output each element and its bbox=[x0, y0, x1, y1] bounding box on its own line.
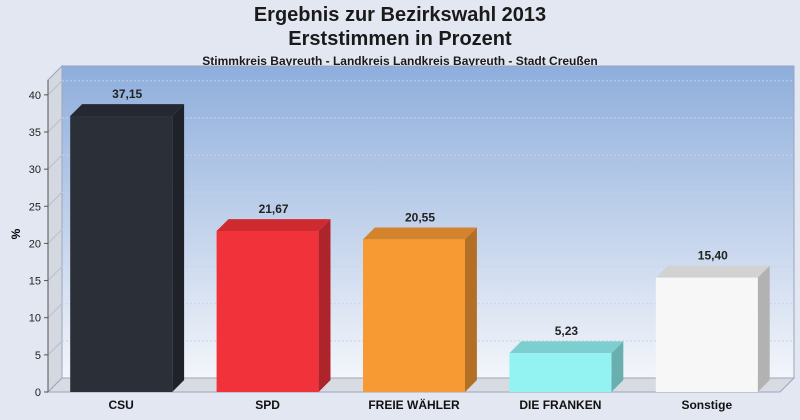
gridline-side bbox=[47, 191, 63, 207]
chart-subtitle: Stimmkreis Bayreuth - Landkreis Landkrei… bbox=[202, 54, 598, 68]
gridline-side bbox=[47, 266, 63, 281]
gridline-side bbox=[47, 117, 63, 133]
x-tick-label: SPD bbox=[255, 398, 280, 412]
x-tick-label: FREIE WÄHLER bbox=[368, 397, 460, 412]
y-tick-label: 5 bbox=[35, 350, 41, 362]
gridline-side bbox=[47, 303, 63, 319]
y-tick-label: 15 bbox=[29, 276, 41, 288]
bar-side bbox=[465, 227, 477, 392]
data-label: 21,67 bbox=[259, 202, 289, 216]
y-axis-label: % bbox=[9, 228, 23, 239]
y-tick-label: 35 bbox=[29, 127, 41, 139]
axes: 0 5 10 15 20 25 30 35 40 bbox=[29, 80, 49, 399]
y-tick-label: 25 bbox=[29, 201, 41, 213]
bar-front bbox=[655, 277, 758, 392]
y-tick-label: 30 bbox=[29, 164, 41, 176]
bar-side bbox=[172, 104, 185, 392]
y-tick-label: 40 bbox=[29, 90, 41, 102]
bar-side bbox=[611, 341, 624, 392]
bar-top bbox=[509, 341, 624, 354]
bar-side bbox=[757, 265, 770, 392]
gridline-side bbox=[47, 229, 63, 244]
y-tick-label: 20 bbox=[29, 238, 41, 250]
gridline-side bbox=[47, 340, 63, 356]
data-label: 15,40 bbox=[698, 249, 728, 263]
chart-title: Ergebnis zur Bezirkswahl 2013 bbox=[253, 4, 547, 26]
bar bbox=[509, 341, 624, 392]
bar-front bbox=[70, 116, 173, 393]
x-tick-label: Sonstige bbox=[681, 398, 732, 412]
bar-side bbox=[318, 219, 331, 392]
data-label: 37,15 bbox=[112, 87, 142, 101]
chart-subtitle-line: Erststimmen in Prozent bbox=[288, 28, 512, 50]
data-label: 20,55 bbox=[405, 210, 435, 224]
bar bbox=[363, 227, 477, 392]
x-tick-label: CSU bbox=[109, 398, 134, 412]
y-tick-label: 10 bbox=[29, 313, 41, 325]
bar-top bbox=[216, 219, 331, 232]
y-tick-label: 0 bbox=[35, 387, 41, 399]
x-tick-label: DIE FRANKEN bbox=[519, 398, 601, 412]
bar-top bbox=[655, 265, 770, 278]
bar-front bbox=[216, 231, 319, 392]
bar-top bbox=[363, 227, 477, 240]
labels: 37,15 CSU 21,67 SPD 20,55 FREIE WÄHLER 5,23 DIE… bbox=[109, 87, 733, 412]
bar bbox=[216, 219, 331, 392]
bar bbox=[655, 265, 770, 392]
bar-front bbox=[363, 239, 465, 392]
gridline-side bbox=[47, 154, 63, 170]
gridline-side bbox=[47, 80, 63, 96]
bar-front bbox=[509, 353, 612, 392]
bars bbox=[70, 104, 770, 393]
bar bbox=[70, 104, 185, 393]
data-label: 5,23 bbox=[555, 324, 579, 338]
bar-top bbox=[70, 104, 185, 117]
